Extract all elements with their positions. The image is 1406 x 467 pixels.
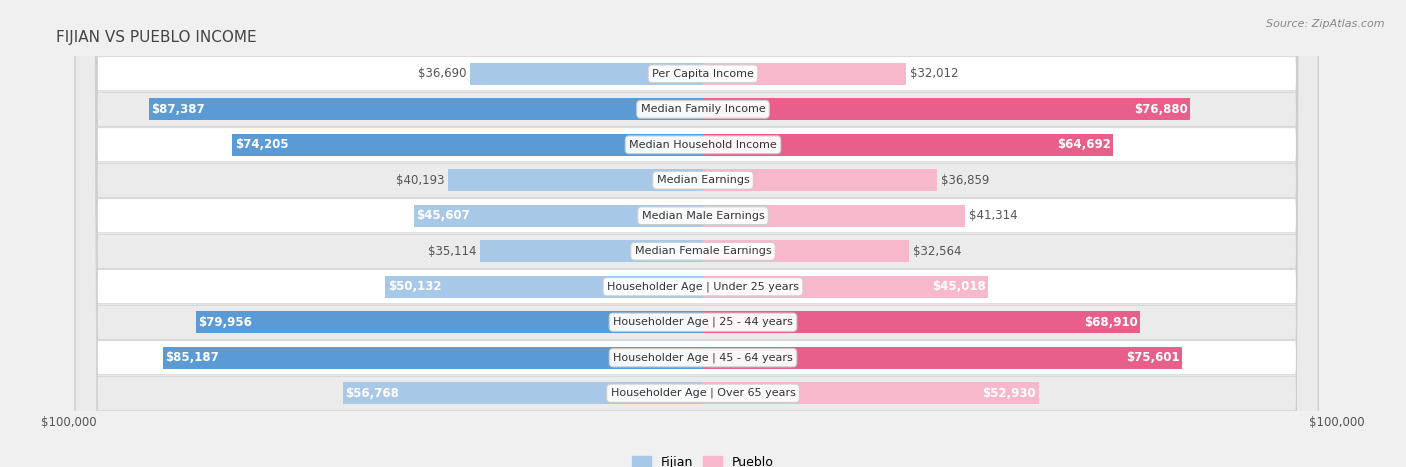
Text: $52,930: $52,930 xyxy=(983,387,1036,400)
FancyBboxPatch shape xyxy=(76,0,1317,467)
Bar xyxy=(195,311,703,333)
Text: Householder Age | Under 25 years: Householder Age | Under 25 years xyxy=(607,282,799,292)
Text: $50,132: $50,132 xyxy=(388,280,441,293)
Bar xyxy=(703,134,1114,156)
Text: Median Male Earnings: Median Male Earnings xyxy=(641,211,765,221)
Bar xyxy=(481,240,703,262)
Bar xyxy=(163,347,703,369)
Text: Median Earnings: Median Earnings xyxy=(657,175,749,185)
Bar xyxy=(232,134,703,156)
Bar xyxy=(703,240,910,262)
Bar xyxy=(703,382,1039,404)
Text: $35,114: $35,114 xyxy=(427,245,477,258)
FancyBboxPatch shape xyxy=(76,0,1317,467)
Bar xyxy=(703,276,988,298)
Legend: Fijian, Pueblo: Fijian, Pueblo xyxy=(633,456,773,467)
Bar xyxy=(471,63,703,85)
Bar xyxy=(703,169,936,191)
Text: Per Capita Income: Per Capita Income xyxy=(652,69,754,79)
Text: $79,956: $79,956 xyxy=(198,316,253,329)
Text: $74,205: $74,205 xyxy=(235,138,288,151)
Text: $64,692: $64,692 xyxy=(1057,138,1111,151)
Bar xyxy=(413,205,703,227)
FancyBboxPatch shape xyxy=(76,0,1317,467)
Text: $87,387: $87,387 xyxy=(152,103,205,116)
Text: Median Female Earnings: Median Female Earnings xyxy=(634,246,772,256)
Bar xyxy=(703,311,1140,333)
Bar xyxy=(703,205,965,227)
Text: Householder Age | 45 - 64 years: Householder Age | 45 - 64 years xyxy=(613,353,793,363)
FancyBboxPatch shape xyxy=(76,0,1317,467)
Text: $45,018: $45,018 xyxy=(932,280,986,293)
FancyBboxPatch shape xyxy=(76,0,1317,467)
Text: Median Family Income: Median Family Income xyxy=(641,104,765,114)
Text: $41,314: $41,314 xyxy=(969,209,1018,222)
FancyBboxPatch shape xyxy=(76,0,1317,467)
Text: FIJIAN VS PUEBLO INCOME: FIJIAN VS PUEBLO INCOME xyxy=(56,30,257,45)
Text: Householder Age | 25 - 44 years: Householder Age | 25 - 44 years xyxy=(613,317,793,327)
Text: $40,193: $40,193 xyxy=(396,174,444,187)
Bar xyxy=(449,169,703,191)
Bar xyxy=(385,276,703,298)
Text: Source: ZipAtlas.com: Source: ZipAtlas.com xyxy=(1267,19,1385,28)
Bar xyxy=(149,98,703,120)
Bar xyxy=(343,382,703,404)
Bar xyxy=(703,63,905,85)
Text: Householder Age | Over 65 years: Householder Age | Over 65 years xyxy=(610,388,796,398)
Text: $85,187: $85,187 xyxy=(166,351,219,364)
Text: $75,601: $75,601 xyxy=(1126,351,1180,364)
Text: $32,564: $32,564 xyxy=(914,245,962,258)
Text: Median Household Income: Median Household Income xyxy=(628,140,778,150)
FancyBboxPatch shape xyxy=(76,0,1317,467)
Text: $36,859: $36,859 xyxy=(941,174,988,187)
Text: $76,880: $76,880 xyxy=(1135,103,1188,116)
Text: $56,768: $56,768 xyxy=(346,387,399,400)
Bar xyxy=(703,347,1182,369)
Text: $32,012: $32,012 xyxy=(910,67,959,80)
Text: $36,690: $36,690 xyxy=(418,67,467,80)
Text: $45,607: $45,607 xyxy=(416,209,470,222)
Bar xyxy=(703,98,1191,120)
FancyBboxPatch shape xyxy=(76,0,1317,467)
FancyBboxPatch shape xyxy=(76,0,1317,467)
FancyBboxPatch shape xyxy=(76,0,1317,467)
Text: $68,910: $68,910 xyxy=(1084,316,1137,329)
